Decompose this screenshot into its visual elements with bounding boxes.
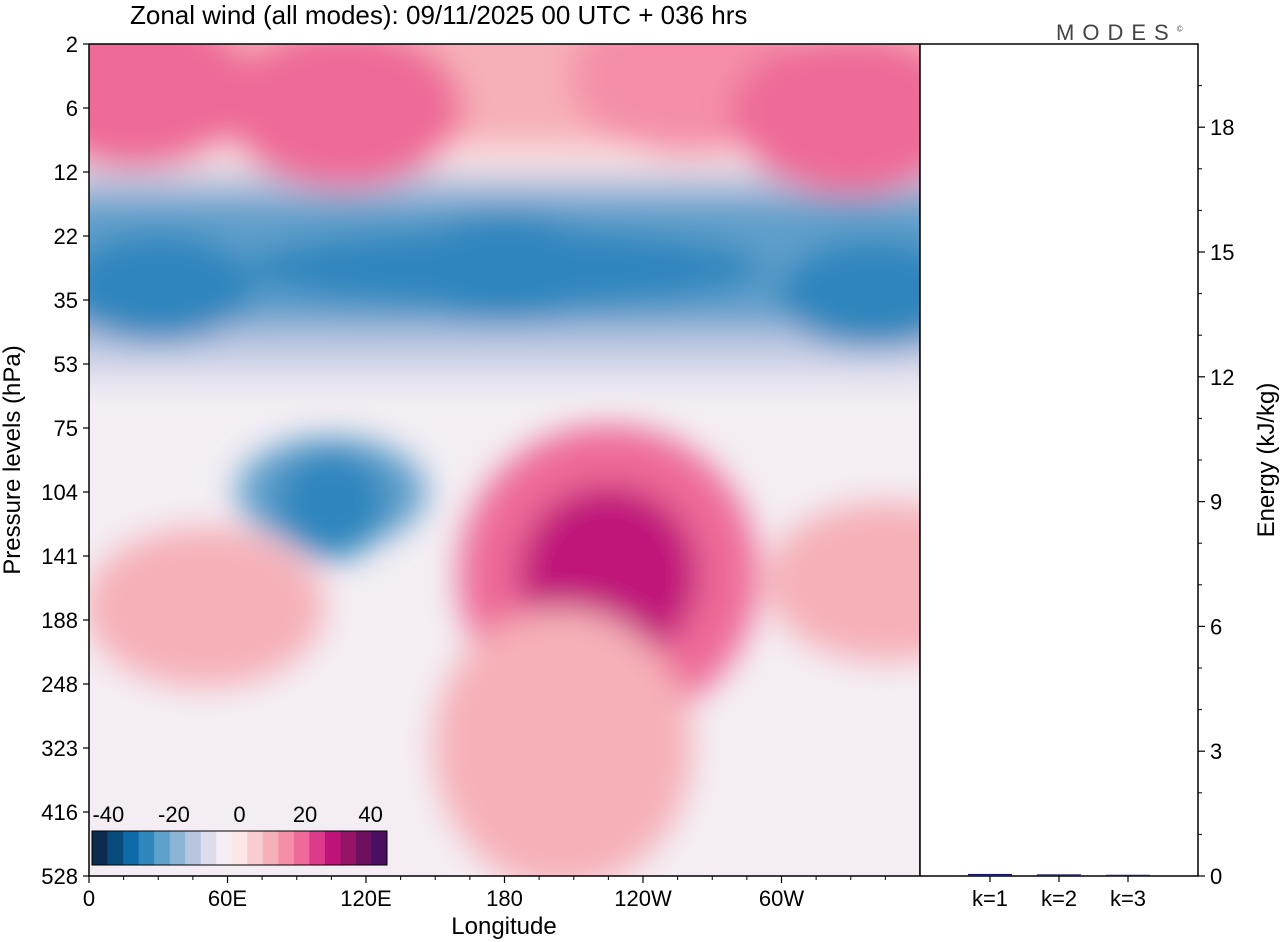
heatmap-region	[89, 232, 254, 343]
energy-bar	[1106, 874, 1150, 877]
energy-axis-label: Energy (kJ/kg)	[1253, 383, 1280, 538]
colorbar-swatch	[340, 831, 357, 865]
x-tick-label: 60E	[208, 886, 247, 911]
colorbar-tick-label: -20	[158, 802, 190, 827]
logo-mark: ©	[1176, 24, 1183, 34]
energy-tick-label: 12	[1210, 365, 1234, 390]
energy-bar	[1037, 874, 1081, 876]
energy-tick-label: 3	[1210, 739, 1222, 764]
colorbar-swatch	[324, 831, 341, 865]
colorbar-swatch	[247, 831, 264, 865]
colorbar-tick-label: 40	[358, 802, 382, 827]
heatmap-field	[89, 44, 920, 876]
heatmap-region	[276, 449, 387, 560]
colorbar-swatch	[293, 831, 310, 865]
y-axis-label: Pressure levels (hPa)	[0, 345, 26, 574]
colorbar-swatch	[262, 831, 279, 865]
y-tick-label: 75	[54, 416, 78, 441]
x-axis-label: Longitude	[451, 913, 556, 940]
lower-transition-band-2	[89, 357, 920, 384]
energy-panel-frame	[919, 43, 1199, 877]
y-tick-label: 416	[41, 800, 78, 825]
energy-bar	[968, 873, 1012, 876]
colorbar-tick-label: 0	[233, 802, 245, 827]
colorbar-swatch	[231, 831, 248, 865]
heatmap-region	[765, 501, 920, 662]
energy-tick-label: 6	[1210, 614, 1222, 639]
heatmap-region	[89, 527, 325, 688]
y-tick-label: 35	[54, 288, 78, 313]
x-tick-label: 60W	[759, 886, 804, 911]
y-tick-label: 323	[41, 736, 78, 761]
x-tick-label: 180	[486, 886, 523, 911]
energy-category-label: k=1	[972, 886, 1008, 911]
y-tick-label: 22	[54, 224, 78, 249]
energy-category-label: k=2	[1041, 886, 1077, 911]
colorbar-swatch	[185, 831, 202, 865]
y-tick-label: 2	[66, 32, 78, 57]
energy-tick-label: 18	[1210, 115, 1234, 140]
y-tick-label: 528	[41, 864, 78, 889]
x-tick-label: 120W	[614, 886, 672, 911]
colorbar-swatch	[309, 831, 326, 865]
y-tick-label: 104	[41, 480, 78, 505]
colorbar-tick-label: 20	[293, 802, 317, 827]
heatmap-region	[778, 238, 920, 349]
colorbar-swatch	[355, 831, 372, 865]
y-tick-label: 53	[54, 352, 78, 377]
heatmap-region	[730, 44, 920, 195]
energy-category-label: k=3	[1110, 886, 1146, 911]
heatmap-region	[222, 44, 463, 188]
colorbar-swatch	[92, 831, 109, 865]
colorbar-swatch	[107, 831, 124, 865]
x-tick-label: 120E	[340, 886, 391, 911]
x-tick-label: 0	[83, 886, 95, 911]
heatmap-region	[89, 44, 256, 169]
colorbar-swatch	[169, 831, 186, 865]
chart-title: Zonal wind (all modes): 09/11/2025 00 UT…	[130, 0, 748, 30]
colorbar-tick-label: -40	[92, 802, 124, 827]
lower-transition-band	[89, 325, 920, 358]
y-tick-label: 248	[41, 672, 78, 697]
heatmap-region	[244, 228, 765, 308]
energy-tick-label: 0	[1210, 864, 1222, 889]
modes-logo: MODES©	[1056, 20, 1183, 46]
colorbar-swatch	[123, 831, 140, 865]
y-tick-label: 188	[41, 608, 78, 633]
y-tick-label: 6	[66, 96, 78, 121]
colorbar-swatch	[278, 831, 295, 865]
colorbar-swatch	[371, 831, 388, 865]
colorbar-frame	[91, 830, 388, 866]
colorbar-swatch	[138, 831, 155, 865]
energy-tick-label: 9	[1210, 490, 1222, 515]
colorbar-swatch	[154, 831, 171, 865]
colorbar-swatch	[200, 831, 217, 865]
y-tick-label: 141	[41, 544, 78, 569]
logo-text: MODES	[1056, 20, 1177, 45]
colorbar-swatch	[216, 831, 233, 865]
energy-tick-label: 15	[1210, 240, 1234, 265]
y-tick-label: 12	[54, 160, 78, 185]
heatmap-region	[432, 608, 693, 876]
